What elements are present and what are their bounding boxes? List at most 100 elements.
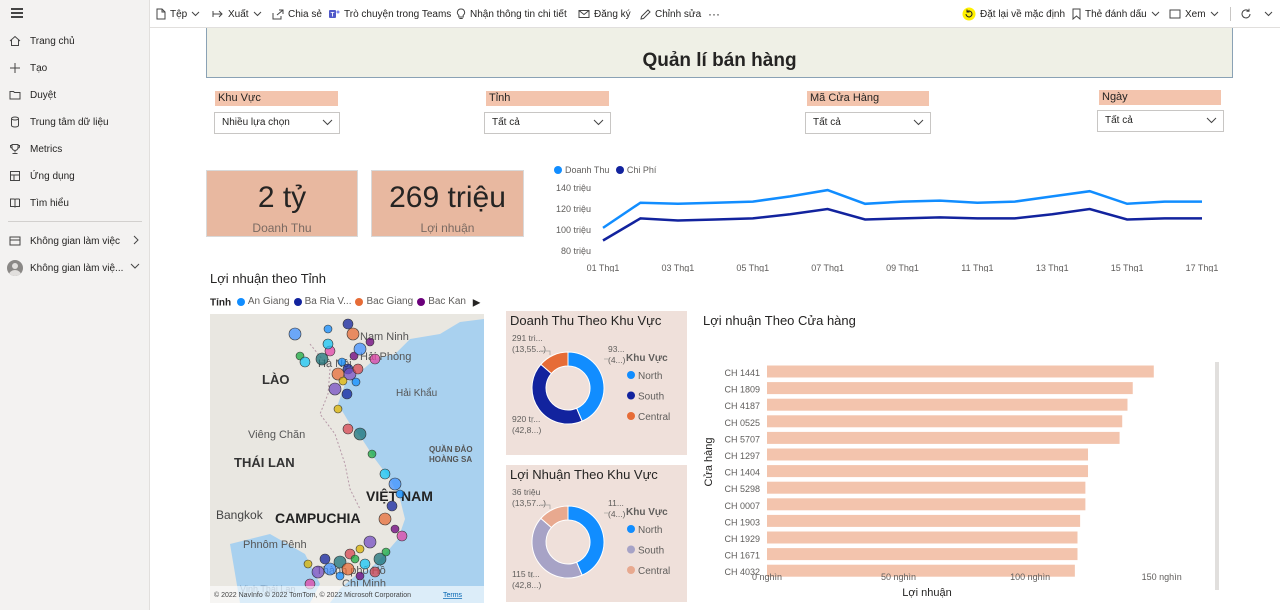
nav-item-create[interactable]: Tạo bbox=[0, 55, 150, 81]
donut-legend-item[interactable]: South bbox=[638, 392, 664, 403]
map-bubble[interactable] bbox=[319, 553, 331, 565]
map-bubble[interactable] bbox=[315, 352, 329, 366]
teams-button[interactable]: T Trò chuyện trong Teams bbox=[328, 0, 451, 28]
map-bubble[interactable] bbox=[365, 337, 375, 347]
map-bubble[interactable] bbox=[355, 544, 365, 554]
donut-legend-item[interactable]: North bbox=[638, 371, 662, 382]
map-bubble[interactable] bbox=[359, 558, 371, 570]
map-bubble[interactable] bbox=[288, 327, 302, 341]
nav-item-my-workspace[interactable]: Không gian làm việ... bbox=[0, 255, 150, 281]
kpi-card-revenue[interactable]: 2 tỷ Doanh Thu bbox=[206, 170, 358, 237]
slicer-store-dropdown[interactable]: Tất cả bbox=[805, 112, 931, 134]
more-options-button[interactable]: ··· bbox=[708, 0, 720, 28]
bar[interactable] bbox=[767, 498, 1086, 511]
bar[interactable] bbox=[767, 465, 1089, 478]
map-bubble[interactable] bbox=[323, 324, 333, 334]
donut-legend-item[interactable]: Central bbox=[638, 412, 670, 423]
map-bubble[interactable] bbox=[343, 367, 357, 381]
map-bubble[interactable] bbox=[369, 353, 381, 365]
map-bubble[interactable] bbox=[390, 524, 400, 534]
series-line-revenue[interactable] bbox=[602, 188, 1202, 229]
bar[interactable] bbox=[767, 448, 1089, 461]
nav-item-home[interactable]: Trang chủ bbox=[0, 28, 150, 54]
slicer-region-dropdown[interactable]: Nhiều lựa chọn bbox=[214, 112, 340, 134]
map-bubble[interactable] bbox=[338, 376, 348, 386]
nav-item-apps[interactable]: Ứng dụng bbox=[0, 163, 150, 189]
export-menu[interactable]: Xuất bbox=[212, 0, 262, 28]
donut-slice-central[interactable] bbox=[540, 351, 569, 375]
bar[interactable] bbox=[767, 564, 1075, 577]
refresh-button[interactable] bbox=[1240, 0, 1252, 28]
series-line-cost[interactable] bbox=[602, 207, 1202, 242]
map-bubble[interactable] bbox=[337, 357, 347, 367]
file-menu[interactable]: Tệp bbox=[156, 0, 200, 28]
share-button[interactable]: Chia sẻ bbox=[272, 0, 322, 28]
map-bubble[interactable] bbox=[367, 449, 377, 459]
nav-item-browse[interactable]: Duyệt bbox=[0, 82, 150, 108]
subscribe-button[interactable]: Đăng ký bbox=[578, 0, 631, 28]
bar[interactable] bbox=[767, 548, 1078, 561]
donut-slice-central[interactable] bbox=[540, 505, 569, 529]
kpi-card-profit[interactable]: 269 triệu Lợi nhuận bbox=[371, 170, 524, 237]
nav-item-datahub[interactable]: Trung tâm dữ liệu bbox=[0, 109, 150, 135]
bar[interactable] bbox=[767, 514, 1081, 527]
edit-button[interactable]: Chỉnh sửa bbox=[640, 0, 701, 28]
map-bubble[interactable] bbox=[352, 363, 364, 375]
map-bubble[interactable] bbox=[341, 562, 355, 576]
line-chart[interactable]: Doanh Thu Chi Phí 140 triệu 120 triệu 100 … bbox=[550, 164, 1220, 272]
map-bubble[interactable] bbox=[303, 559, 313, 569]
map-bubble[interactable] bbox=[353, 342, 367, 356]
map-bubble[interactable] bbox=[379, 468, 391, 480]
bookmarks-menu[interactable]: Thẻ đánh dấu bbox=[1072, 0, 1160, 28]
slicer-province-dropdown[interactable]: Tất cả bbox=[484, 112, 611, 134]
map-bubble[interactable] bbox=[342, 318, 354, 330]
map-bubble[interactable] bbox=[335, 571, 345, 581]
map-bubble[interactable] bbox=[381, 547, 391, 557]
donut-legend-item[interactable]: Central bbox=[638, 566, 670, 577]
donut-revenue-panel[interactable]: Doanh Thu Theo Khu Vực 93... (4...) 920 tr… bbox=[506, 311, 687, 455]
reset-default-button[interactable]: Đặt lại về mặc định bbox=[962, 0, 1065, 28]
bar[interactable] bbox=[767, 431, 1120, 444]
map-bubble[interactable] bbox=[386, 500, 398, 512]
bar[interactable] bbox=[767, 415, 1123, 428]
map-bubble[interactable] bbox=[346, 327, 360, 341]
map-bubble[interactable] bbox=[388, 477, 402, 491]
bar[interactable] bbox=[767, 398, 1128, 411]
map-bubble[interactable] bbox=[369, 566, 381, 578]
expand-button[interactable] bbox=[1264, 0, 1273, 28]
nav-item-learn[interactable]: Tìm hiểu bbox=[0, 190, 150, 216]
legend-next-arrow-icon[interactable]: ▶ bbox=[472, 297, 481, 309]
map-bubble[interactable] bbox=[396, 530, 408, 542]
bar-chart-scrollbar[interactable] bbox=[1215, 362, 1219, 590]
map-bubble[interactable] bbox=[323, 562, 337, 576]
insights-button[interactable]: Nhận thông tin chi tiết bbox=[456, 0, 567, 28]
donut-profit-panel[interactable]: Lợi Nhuận Theo Khu Vực 11... (4...) 115 tr… bbox=[506, 465, 687, 602]
nav-item-workspaces[interactable]: Không gian làm việc bbox=[0, 228, 150, 254]
map-bubble[interactable] bbox=[341, 388, 353, 400]
map-bubble[interactable] bbox=[333, 555, 347, 569]
view-menu[interactable]: Xem bbox=[1169, 0, 1219, 28]
slicer-date-dropdown[interactable]: Tất cả bbox=[1097, 110, 1224, 132]
map-bubble[interactable] bbox=[299, 356, 311, 368]
bar[interactable] bbox=[767, 481, 1086, 494]
map-bubble[interactable] bbox=[355, 571, 365, 581]
nav-item-metrics[interactable]: Metrics bbox=[0, 136, 150, 162]
bar[interactable] bbox=[767, 365, 1154, 378]
donut-legend-item[interactable]: North bbox=[638, 525, 662, 536]
bar[interactable] bbox=[767, 531, 1078, 544]
map-bubble[interactable] bbox=[351, 377, 361, 387]
map-bubble[interactable] bbox=[353, 427, 367, 441]
donut-legend-item[interactable]: South bbox=[638, 546, 664, 557]
map-visual[interactable]: Nam Ninh Hà Nội Hải Phòng Hải Khẩu LÀO V… bbox=[210, 314, 484, 603]
map-bubble[interactable] bbox=[373, 552, 387, 566]
map-terms-link[interactable]: Terms bbox=[443, 592, 463, 599]
map-bubble[interactable] bbox=[395, 489, 405, 499]
map-bubble[interactable] bbox=[350, 554, 360, 564]
bar[interactable] bbox=[767, 382, 1133, 395]
map-bubble[interactable] bbox=[333, 404, 343, 414]
map-bubble[interactable] bbox=[363, 535, 377, 549]
hamburger-icon[interactable] bbox=[11, 8, 23, 18]
map-bubble[interactable] bbox=[342, 423, 354, 435]
bar-chart[interactable]: CH 1441 CH 1809 CH 4187 CH 0525 CH 5707 CH 12… bbox=[700, 332, 1230, 602]
map-bubble[interactable] bbox=[322, 338, 334, 350]
